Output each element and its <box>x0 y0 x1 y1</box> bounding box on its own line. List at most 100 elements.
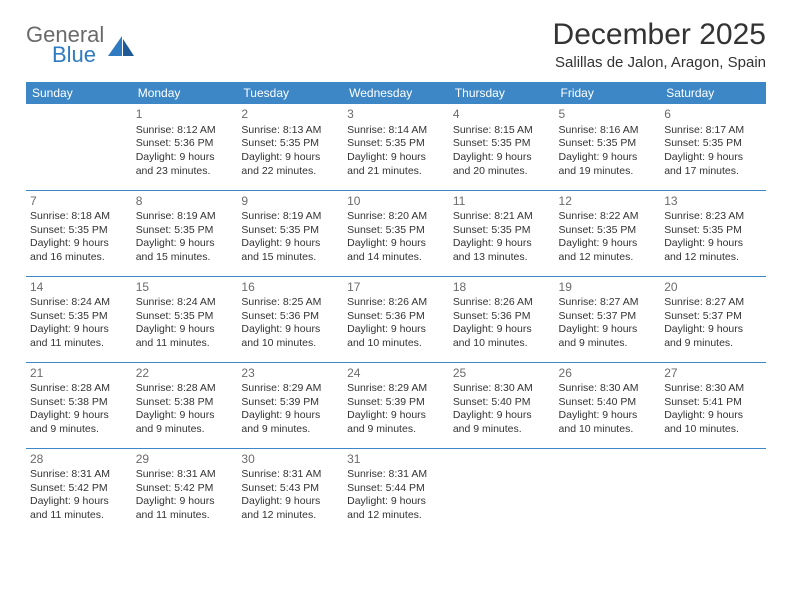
cell-sunset: Sunset: 5:39 PM <box>241 396 339 410</box>
cell-day1: Daylight: 9 hours <box>241 151 339 165</box>
month-title: December 2025 <box>553 18 766 52</box>
cell-day2: and 23 minutes. <box>136 165 234 179</box>
cell-day2: and 10 minutes. <box>241 337 339 351</box>
cell-day1: Daylight: 9 hours <box>453 151 551 165</box>
day-number: 29 <box>136 452 234 468</box>
cell-day2: and 10 minutes. <box>559 423 657 437</box>
day-number: 4 <box>453 107 551 123</box>
day-number: 9 <box>241 194 339 210</box>
cell-sunset: Sunset: 5:35 PM <box>347 137 445 151</box>
cell-day2: and 16 minutes. <box>30 251 128 265</box>
cell-day1: Daylight: 9 hours <box>241 237 339 251</box>
week-row: 14Sunrise: 8:24 AMSunset: 5:35 PMDayligh… <box>26 276 766 362</box>
day-cell: 8Sunrise: 8:19 AMSunset: 5:35 PMDaylight… <box>132 190 238 276</box>
day-cell: 17Sunrise: 8:26 AMSunset: 5:36 PMDayligh… <box>343 276 449 362</box>
cell-day2: and 15 minutes. <box>136 251 234 265</box>
day-cell: 23Sunrise: 8:29 AMSunset: 5:39 PMDayligh… <box>237 362 343 448</box>
cell-day1: Daylight: 9 hours <box>559 151 657 165</box>
cell-day1: Daylight: 9 hours <box>136 237 234 251</box>
day-number: 2 <box>241 107 339 123</box>
cell-day1: Daylight: 9 hours <box>559 323 657 337</box>
week-row: 21Sunrise: 8:28 AMSunset: 5:38 PMDayligh… <box>26 362 766 448</box>
cell-day2: and 9 minutes. <box>347 423 445 437</box>
header: General Blue December 2025 Salillas de J… <box>26 18 766 74</box>
cell-day1: Daylight: 9 hours <box>559 409 657 423</box>
cell-day2: and 9 minutes. <box>453 423 551 437</box>
day-cell: 30Sunrise: 8:31 AMSunset: 5:43 PMDayligh… <box>237 448 343 534</box>
cell-sunset: Sunset: 5:40 PM <box>559 396 657 410</box>
cell-day1: Daylight: 9 hours <box>453 237 551 251</box>
cell-day2: and 11 minutes. <box>30 509 128 523</box>
cell-day1: Daylight: 9 hours <box>453 409 551 423</box>
cell-day1: Daylight: 9 hours <box>30 237 128 251</box>
day-cell: 20Sunrise: 8:27 AMSunset: 5:37 PMDayligh… <box>660 276 766 362</box>
calendar-table: Sunday Monday Tuesday Wednesday Thursday… <box>26 82 766 534</box>
col-mon: Monday <box>132 82 238 104</box>
cell-day1: Daylight: 9 hours <box>453 323 551 337</box>
cell-day2: and 9 minutes. <box>30 423 128 437</box>
day-number: 19 <box>559 280 657 296</box>
week-row: 1Sunrise: 8:12 AMSunset: 5:36 PMDaylight… <box>26 104 766 190</box>
cell-sunrise: Sunrise: 8:13 AM <box>241 124 339 138</box>
cell-sunset: Sunset: 5:42 PM <box>136 482 234 496</box>
cell-sunrise: Sunrise: 8:24 AM <box>136 296 234 310</box>
cell-sunrise: Sunrise: 8:31 AM <box>136 468 234 482</box>
day-number: 14 <box>30 280 128 296</box>
cell-sunrise: Sunrise: 8:14 AM <box>347 124 445 138</box>
cell-day2: and 11 minutes. <box>30 337 128 351</box>
cell-sunset: Sunset: 5:37 PM <box>559 310 657 324</box>
cell-sunrise: Sunrise: 8:28 AM <box>136 382 234 396</box>
cell-sunset: Sunset: 5:35 PM <box>664 137 762 151</box>
cell-day2: and 11 minutes. <box>136 337 234 351</box>
cell-sunset: Sunset: 5:39 PM <box>347 396 445 410</box>
day-number: 31 <box>347 452 445 468</box>
cell-day2: and 10 minutes. <box>453 337 551 351</box>
cell-sunrise: Sunrise: 8:26 AM <box>453 296 551 310</box>
day-cell <box>555 448 661 534</box>
cell-sunrise: Sunrise: 8:17 AM <box>664 124 762 138</box>
logo-text: General Blue <box>26 22 104 74</box>
cell-day2: and 21 minutes. <box>347 165 445 179</box>
cell-sunrise: Sunrise: 8:22 AM <box>559 210 657 224</box>
cell-sunset: Sunset: 5:41 PM <box>664 396 762 410</box>
day-number: 16 <box>241 280 339 296</box>
cell-day2: and 19 minutes. <box>559 165 657 179</box>
cell-day1: Daylight: 9 hours <box>664 237 762 251</box>
cell-sunrise: Sunrise: 8:19 AM <box>136 210 234 224</box>
cell-day1: Daylight: 9 hours <box>664 409 762 423</box>
cell-day1: Daylight: 9 hours <box>136 495 234 509</box>
cell-day2: and 12 minutes. <box>664 251 762 265</box>
cell-day2: and 9 minutes. <box>559 337 657 351</box>
cell-day1: Daylight: 9 hours <box>30 323 128 337</box>
day-number: 30 <box>241 452 339 468</box>
day-cell: 28Sunrise: 8:31 AMSunset: 5:42 PMDayligh… <box>26 448 132 534</box>
day-header-row: Sunday Monday Tuesday Wednesday Thursday… <box>26 82 766 104</box>
day-cell <box>26 104 132 190</box>
day-cell: 13Sunrise: 8:23 AMSunset: 5:35 PMDayligh… <box>660 190 766 276</box>
col-sun: Sunday <box>26 82 132 104</box>
col-sat: Saturday <box>660 82 766 104</box>
cell-sunrise: Sunrise: 8:28 AM <box>30 382 128 396</box>
day-number: 25 <box>453 366 551 382</box>
day-cell: 5Sunrise: 8:16 AMSunset: 5:35 PMDaylight… <box>555 104 661 190</box>
cell-sunset: Sunset: 5:38 PM <box>136 396 234 410</box>
cell-sunrise: Sunrise: 8:20 AM <box>347 210 445 224</box>
day-cell <box>449 448 555 534</box>
cell-sunset: Sunset: 5:36 PM <box>136 137 234 151</box>
location: Salillas de Jalon, Aragon, Spain <box>553 54 766 71</box>
col-thu: Thursday <box>449 82 555 104</box>
day-number: 10 <box>347 194 445 210</box>
cell-sunrise: Sunrise: 8:19 AM <box>241 210 339 224</box>
day-cell: 12Sunrise: 8:22 AMSunset: 5:35 PMDayligh… <box>555 190 661 276</box>
cell-sunset: Sunset: 5:38 PM <box>30 396 128 410</box>
day-number: 5 <box>559 107 657 123</box>
col-tue: Tuesday <box>237 82 343 104</box>
day-cell: 6Sunrise: 8:17 AMSunset: 5:35 PMDaylight… <box>660 104 766 190</box>
day-cell <box>660 448 766 534</box>
cell-sunrise: Sunrise: 8:26 AM <box>347 296 445 310</box>
cell-sunset: Sunset: 5:35 PM <box>559 224 657 238</box>
logo-part2: Blue <box>52 42 96 67</box>
logo: General Blue <box>26 18 136 74</box>
day-cell: 2Sunrise: 8:13 AMSunset: 5:35 PMDaylight… <box>237 104 343 190</box>
calendar-page: General Blue December 2025 Salillas de J… <box>0 0 792 544</box>
